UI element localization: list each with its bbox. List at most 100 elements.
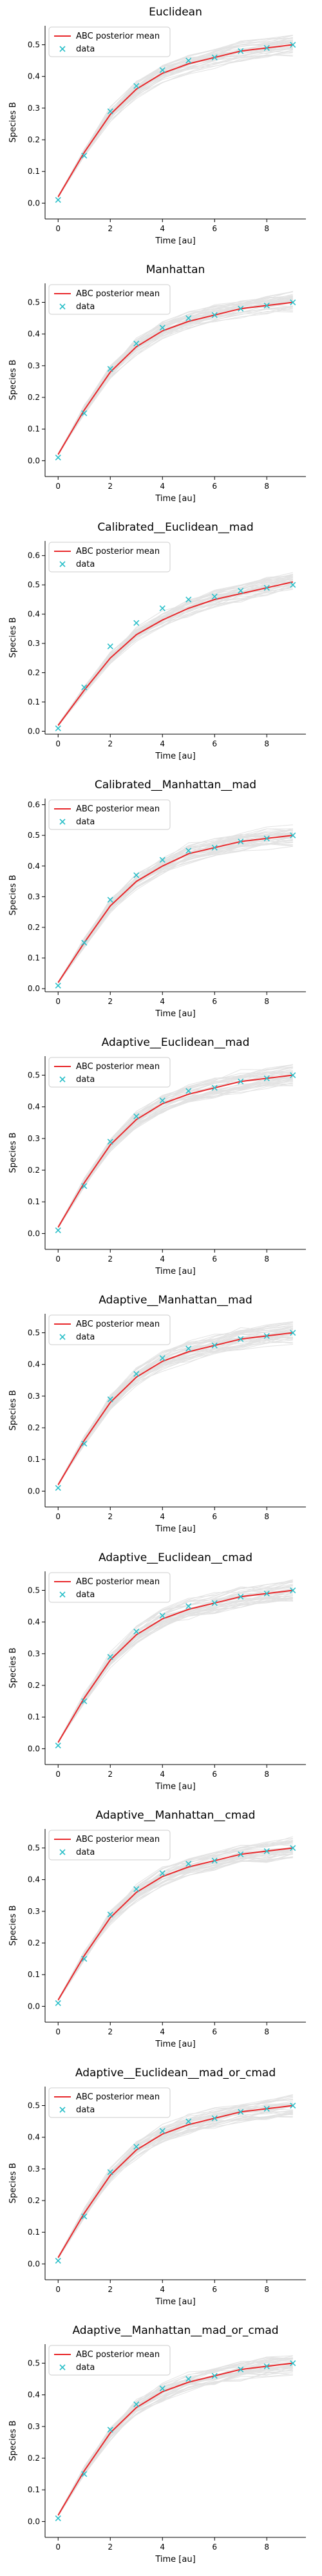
- legend: ABC posterior mean data: [48, 2087, 171, 2118]
- posterior-sample-line: [57, 2112, 293, 2257]
- data-point: [133, 1370, 140, 1378]
- posterior-sample-line: [57, 1327, 293, 1484]
- chart-panel: Adaptive__Manhattan__mad 0 2 4 6 8 0.0 0.1 0.2 0.…: [0, 1288, 322, 1542]
- data-point: [159, 67, 166, 73]
- data-point: [263, 2363, 270, 2369]
- posterior-sample-line: [57, 2102, 293, 2257]
- chart-panel: Adaptive__Manhattan__cmad 0 2 4 6 8 0.0 0.1 0.2 0…: [0, 1803, 322, 2058]
- posterior-sample-line: [57, 2103, 293, 2259]
- posterior-sample-line: [57, 52, 293, 197]
- posterior-sample-line: [57, 1084, 293, 1229]
- posterior-sample-line: [57, 576, 293, 726]
- posterior-sample-line: [57, 1842, 293, 2001]
- x-tick-label: 8: [264, 2027, 269, 2036]
- posterior-sample-line: [57, 829, 293, 983]
- x-axis-label: Time [au]: [155, 1009, 195, 1019]
- posterior-sample-line: [57, 1596, 293, 1743]
- posterior-sample-line: [57, 40, 293, 196]
- y-tick-label: 0.5: [28, 580, 40, 589]
- legend-box: [48, 542, 171, 573]
- posterior-sample-line: [57, 1856, 293, 2001]
- posterior-sample-line: [57, 49, 293, 197]
- x-tick-label: 0: [55, 2285, 61, 2294]
- data-point: [133, 872, 140, 878]
- y-tick-label: 0.2: [28, 668, 40, 677]
- posterior-sample-line: [57, 2112, 293, 2258]
- posterior-sample-line: [57, 838, 293, 984]
- posterior-sample-line: [57, 835, 293, 983]
- chart-svg: Adaptive__Manhattan__mad_or_cmad 0 2 4 6 8 0.0…: [8, 2324, 306, 2564]
- posterior-sample-line: [57, 2116, 293, 2259]
- data-point: [211, 2372, 218, 2379]
- data-point: [133, 1628, 140, 1635]
- posterior-sample-line: [57, 831, 293, 984]
- posterior-sample-line: [57, 837, 293, 983]
- posterior-mean-line: [57, 1847, 293, 2001]
- posterior-sample-line: [57, 2111, 293, 2259]
- y-tick-label: 0.2: [28, 135, 40, 144]
- posterior-sample-line: [57, 308, 293, 455]
- y-tick-label: 0.0: [28, 1229, 40, 1238]
- posterior-mean-line: [57, 301, 293, 455]
- posterior-sample-line: [57, 1077, 293, 1229]
- posterior-sample-line: [57, 296, 293, 455]
- posterior-sample-line: [57, 297, 293, 454]
- x-tick-label: 6: [212, 739, 217, 748]
- posterior-sample-line: [57, 582, 293, 725]
- data-point: [238, 1593, 244, 1600]
- posterior-sample-line: [57, 42, 293, 197]
- posterior-sample-line: [57, 2112, 293, 2259]
- posterior-sample-line: [57, 843, 293, 983]
- data-point: [55, 1742, 61, 1749]
- x-tick-label: 4: [160, 224, 165, 233]
- x-tick-label: 0: [55, 2543, 61, 2552]
- x-tick-label: 4: [160, 739, 165, 748]
- data-point: [133, 620, 140, 626]
- data-point: [55, 2257, 61, 2264]
- posterior-sample-line: [57, 310, 293, 456]
- chart-title: Adaptive__Euclidean__mad: [102, 1036, 250, 1049]
- posterior-sample-line: [57, 1584, 293, 1743]
- x-tick-label: 0: [55, 739, 61, 748]
- x-axis-label: Time [au]: [155, 494, 195, 504]
- x-axis-label: Time [au]: [155, 2297, 195, 2307]
- data-point: [290, 1844, 296, 1852]
- legend-label: data: [76, 1590, 95, 1600]
- posterior-sample-line: [57, 2357, 293, 2515]
- data-point: [133, 340, 140, 347]
- posterior-sample-line: [57, 2358, 293, 2516]
- posterior-sample-line: [57, 1857, 293, 2000]
- posterior-sample-line: [57, 573, 293, 726]
- chart-title: Adaptive__Manhattan__mad: [99, 1294, 252, 1307]
- data-point: [159, 1355, 166, 1361]
- legend-box: [48, 2345, 171, 2376]
- posterior-sample-line: [57, 2359, 293, 2515]
- posterior-sample-line: [57, 1857, 293, 2002]
- data-point: [185, 1345, 192, 1352]
- data-point: [263, 835, 270, 842]
- posterior-sample-line: [57, 583, 293, 726]
- data-point: [263, 302, 270, 308]
- posterior-sample-line: [57, 1852, 293, 2002]
- data-point: [211, 2115, 218, 2121]
- posterior-sample-line: [57, 831, 293, 983]
- x-axis-label: Time [au]: [155, 1267, 195, 1276]
- posterior-mean-line: [57, 1589, 293, 1743]
- data-point: [107, 366, 113, 372]
- posterior-sample-line: [57, 296, 293, 455]
- posterior-sample-line: [57, 1323, 293, 1485]
- data-point: [133, 1886, 140, 1893]
- data-point: [159, 325, 166, 331]
- y-tick-label: 0.3: [28, 639, 40, 648]
- posterior-sample-line: [57, 2104, 293, 2259]
- data-point: [263, 585, 270, 591]
- x-tick-label: 0: [55, 997, 61, 1006]
- data-point: [81, 1441, 88, 1447]
- posterior-sample-line: [57, 2108, 293, 2258]
- y-tick-label: 0.5: [28, 2359, 40, 2368]
- y-tick-label: 0.5: [28, 1586, 40, 1595]
- x-tick-label: 4: [160, 1770, 165, 1779]
- posterior-sample-line: [57, 291, 293, 454]
- posterior-sample-line: [57, 2370, 293, 2515]
- y-tick-label: 0.2: [28, 2196, 40, 2205]
